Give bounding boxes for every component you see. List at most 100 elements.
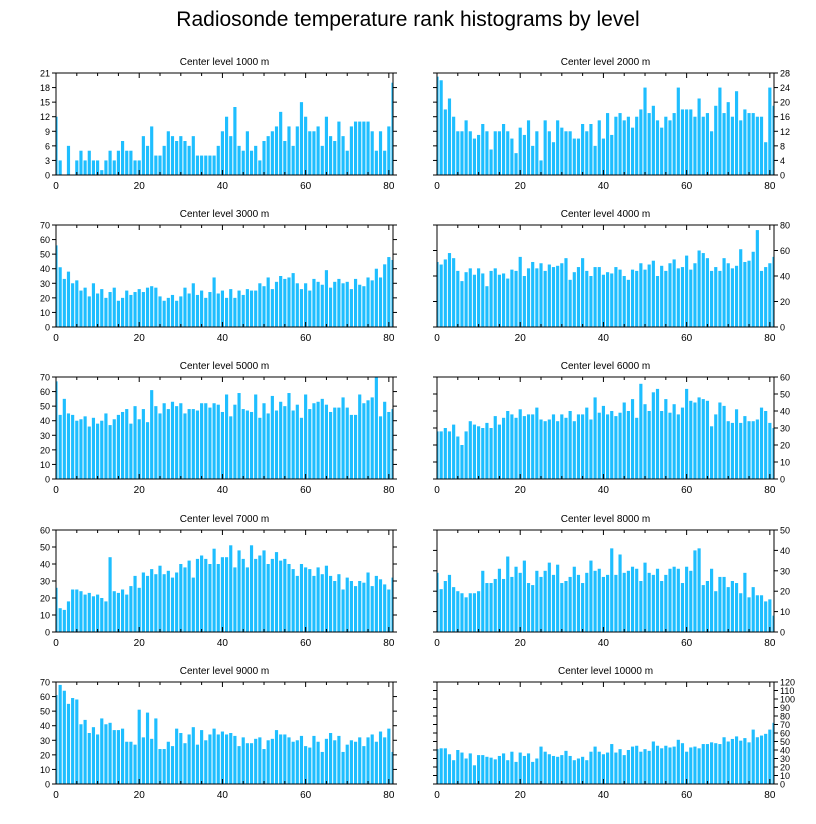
histogram-bar [166, 297, 170, 327]
histogram-bar [651, 741, 655, 784]
y-tick-label: 40 [40, 560, 50, 570]
y-tick-label: 10 [780, 607, 790, 617]
histogram-bar [96, 423, 100, 479]
bar-series [437, 722, 774, 784]
histogram-bar [747, 260, 751, 327]
histogram-bar [568, 411, 572, 479]
histogram-bar [593, 145, 597, 175]
histogram-bar [366, 277, 370, 327]
y-tick-label: 24 [780, 83, 790, 93]
bar-series [56, 82, 393, 175]
histogram-bar [452, 424, 456, 479]
histogram-bar [154, 287, 158, 327]
histogram-bar [141, 292, 145, 327]
histogram-bar [547, 264, 551, 327]
histogram-bar [668, 120, 672, 175]
histogram-bar [456, 750, 460, 784]
histogram-bar [129, 586, 133, 632]
histogram-bar [158, 413, 162, 479]
histogram-bar [585, 131, 589, 175]
histogram-bar [358, 121, 362, 175]
histogram-bar [443, 748, 447, 784]
histogram-bar [141, 136, 145, 175]
histogram-bar [145, 287, 150, 327]
y-tick-label: 40 [40, 721, 50, 731]
histogram-bar [718, 87, 722, 175]
histogram-bar [295, 575, 299, 632]
histogram-bar [747, 113, 751, 175]
y-tick-label: 90 [780, 703, 790, 713]
histogram-bar [245, 743, 249, 784]
histogram-bar [622, 120, 626, 175]
histogram-bar [672, 113, 676, 175]
x-tick-label: 60 [300, 485, 312, 496]
histogram-bar [175, 728, 179, 784]
histogram-bar [447, 574, 452, 632]
y-tick-label: 0 [45, 475, 50, 485]
histogram-bar [568, 576, 572, 632]
histogram-bar [501, 273, 506, 327]
histogram-bar [714, 105, 718, 175]
histogram-bar [518, 409, 522, 479]
y-tick-label: 8 [780, 141, 785, 151]
histogram-bar [493, 268, 497, 327]
histogram-bar [630, 399, 635, 479]
histogram-bar [535, 131, 539, 175]
histogram-bar [137, 709, 141, 784]
y-tick-label: 80 [780, 221, 790, 231]
histogram-bar [254, 738, 258, 784]
histogram-bar [87, 150, 91, 175]
histogram-bar [759, 595, 764, 632]
histogram-bar [225, 116, 229, 175]
histogram-bar [506, 131, 510, 175]
histogram-bar [551, 142, 556, 175]
histogram-bar [539, 419, 543, 479]
histogram-bar [254, 558, 258, 632]
histogram-bar [680, 407, 685, 479]
histogram-bar [391, 409, 393, 479]
y-tick-label: 0 [45, 780, 50, 790]
histogram-bar [768, 87, 772, 175]
histogram-bar [158, 296, 162, 327]
histogram-bar [58, 267, 62, 327]
histogram-bar [137, 587, 141, 632]
y-tick-label: 20 [780, 98, 790, 108]
histogram-bar [518, 752, 522, 784]
histogram-bar [71, 283, 75, 327]
histogram-bar [374, 377, 378, 479]
histogram-bar [116, 592, 120, 632]
x-tick-label: 40 [217, 485, 229, 496]
histogram-bar [722, 737, 726, 784]
histogram-bar [639, 109, 643, 175]
histogram-bar [283, 278, 287, 327]
histogram-bar [551, 414, 556, 479]
histogram-bar [200, 290, 204, 327]
histogram-bar [179, 564, 183, 632]
histogram-bar [112, 591, 116, 632]
y-tick-label: 50 [40, 707, 50, 717]
histogram-bar [324, 404, 329, 479]
histogram-bar [730, 422, 734, 479]
histogram-bar [439, 431, 443, 479]
histogram-bar [158, 749, 162, 784]
histogram-bar [697, 748, 701, 784]
x-tick-label: 0 [434, 333, 440, 344]
histogram-bar [175, 300, 179, 327]
histogram-bar [208, 292, 212, 327]
histogram-bar [481, 755, 485, 784]
bar-series [56, 684, 393, 784]
histogram-bar [764, 733, 768, 784]
histogram-bar [576, 574, 581, 632]
y-tick-label: 50 [780, 737, 790, 747]
histogram-bar [56, 245, 58, 327]
histogram-bar [743, 109, 747, 175]
histogram-bar [254, 145, 258, 175]
histogram-bar [743, 261, 747, 327]
histogram-bar [225, 734, 229, 784]
histogram-bar [58, 684, 62, 784]
histogram-bar [626, 570, 630, 632]
histogram-bar [116, 150, 120, 175]
histogram-bar [349, 126, 353, 175]
histogram-bar [531, 145, 535, 175]
histogram-bar [622, 572, 626, 632]
